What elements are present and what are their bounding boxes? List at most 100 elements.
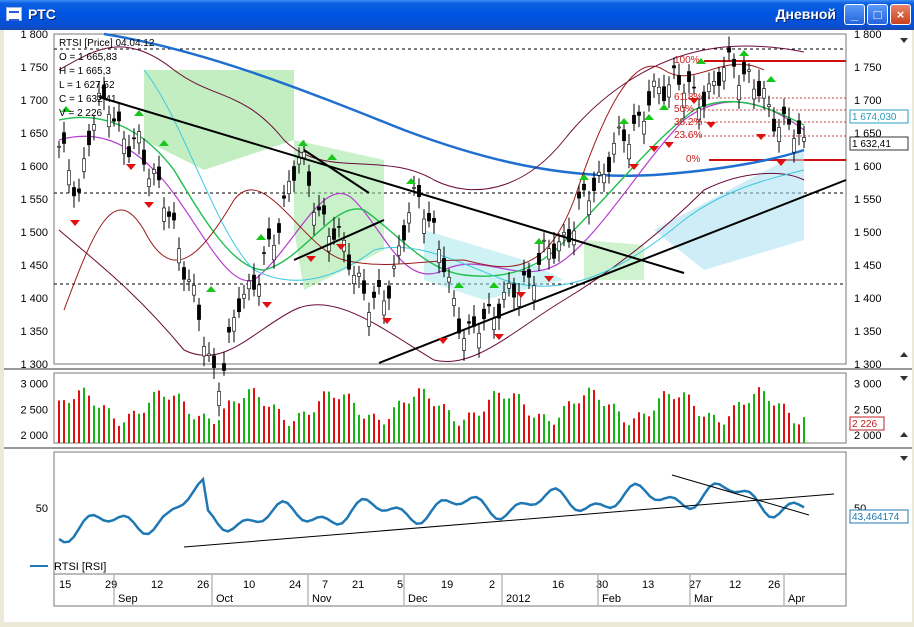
volume-bar: [58, 400, 60, 443]
candle-body: [632, 114, 636, 124]
volume-bar: [433, 406, 435, 443]
rsi-axis-label: 50: [36, 503, 48, 515]
day-tick-label: 13: [642, 579, 654, 591]
candle-body: [677, 74, 681, 85]
candle-body: [592, 177, 596, 191]
scroll-up-icon[interactable]: [900, 456, 908, 461]
candle-body: [497, 303, 501, 319]
rsi-trendline[interactable]: [183, 493, 835, 548]
volume-bar: [108, 408, 110, 443]
bollinger-upper: [58, 45, 805, 191]
candle-body: [627, 144, 631, 160]
last-volume-badge: [849, 416, 885, 431]
candle-body: [522, 270, 526, 276]
volume-bar: [508, 398, 510, 443]
volume-bar: [658, 398, 660, 443]
candle-body: [662, 86, 666, 101]
volume-bar: [198, 415, 200, 443]
candle-body: [267, 228, 271, 240]
month-tick-label: Sep: [118, 593, 138, 605]
volume-bar: [523, 404, 525, 443]
volume-bar: [313, 412, 315, 443]
scroll-up-icon[interactable]: [900, 376, 908, 381]
volume-bar: [408, 403, 410, 443]
maximize-button[interactable]: □: [867, 4, 888, 25]
volume-bar: [258, 397, 260, 443]
candle-body: [607, 156, 611, 172]
candle-body: [717, 72, 721, 86]
volume-axis-right: 3 000 2 500 2 000: [854, 378, 882, 442]
candle-body: [402, 225, 406, 241]
price-tick-label: 1 600: [854, 161, 882, 173]
volume-bar: [728, 416, 730, 443]
volume-bar: [188, 413, 190, 443]
price-tick-label: 1 550: [20, 194, 48, 206]
svg-text:O = 1 665,83: O = 1 665,83: [59, 52, 118, 63]
trendlines[interactable]: [98, 96, 847, 364]
volume-bar: [713, 414, 715, 443]
candle-body: [192, 285, 196, 296]
candle-body: [762, 88, 766, 99]
volume-bar: [333, 397, 335, 443]
volume-bar: [803, 417, 805, 443]
volume-bar: [668, 394, 670, 443]
volume-bar: [748, 402, 750, 443]
volume-bars[interactable]: [58, 387, 805, 443]
volume-bar: [628, 425, 630, 443]
svg-text:H = 1 665,3: H = 1 665,3: [59, 66, 111, 77]
candle-body: [617, 126, 621, 129]
candle-body: [722, 67, 726, 82]
price-tick-label: 1 750: [854, 62, 882, 74]
candle-body: [72, 187, 76, 197]
svg-text:100%: 100%: [674, 55, 700, 66]
rsi-panel[interactable]: [53, 451, 847, 575]
volume-bar: [663, 391, 665, 443]
volume-bar: [113, 418, 115, 443]
volume-bar: [538, 413, 540, 443]
scroll-down-icon[interactable]: [900, 432, 908, 437]
volume-bar: [653, 410, 655, 443]
volume-bar: [678, 397, 680, 443]
day-tick-label: 27: [689, 579, 701, 591]
candle-body: [337, 226, 341, 228]
candle-body: [132, 137, 136, 140]
volume-bar: [388, 419, 390, 443]
candle-body: [667, 84, 671, 98]
day-tick-label: 15: [59, 579, 71, 591]
day-tick-label: 26: [197, 579, 209, 591]
candle-body: [222, 363, 226, 371]
volume-bar: [793, 423, 795, 443]
candle-body: [407, 212, 411, 224]
candle-body: [417, 184, 421, 197]
price-info-block: RTSI [Price] 04.04.12 O = 1 665,83 H = 1…: [59, 38, 155, 119]
candlestick-series[interactable]: [57, 36, 806, 417]
rsi-trendline[interactable]: [671, 474, 810, 516]
candle-body: [657, 86, 661, 94]
volume-bar: [253, 388, 255, 443]
fractal-up-markers: [61, 50, 776, 292]
day-tick-label: 12: [151, 579, 163, 591]
price-tick-label: 1 500: [20, 227, 48, 239]
title-bar[interactable]: РТС Дневной _ □ ×: [0, 0, 914, 30]
candle-body: [547, 248, 551, 260]
candle-body: [477, 333, 481, 349]
chart-window: RTSI [Price] 04.04.12 O = 1 665,83 H = 1…: [4, 29, 912, 622]
volume-bar: [403, 402, 405, 443]
candle-body: [512, 283, 516, 298]
scroll-down-icon[interactable]: [900, 352, 908, 357]
candle-body: [57, 145, 61, 148]
price-tick-label: 1 450: [854, 260, 882, 272]
candle-body: [117, 111, 121, 122]
volume-bar: [573, 403, 575, 443]
volume-bar: [718, 422, 720, 443]
indicator-value: 1 674,030: [852, 112, 897, 123]
scroll-up-icon[interactable]: [900, 38, 908, 43]
close-button[interactable]: ×: [890, 4, 911, 25]
volume-bar: [588, 387, 590, 443]
volume-bar: [638, 412, 640, 443]
rsi-line[interactable]: [58, 476, 805, 544]
minimize-button[interactable]: _: [844, 4, 865, 25]
svg-text:61.8%: 61.8%: [674, 92, 702, 103]
candle-body: [622, 129, 626, 142]
volume-bar: [763, 391, 765, 443]
